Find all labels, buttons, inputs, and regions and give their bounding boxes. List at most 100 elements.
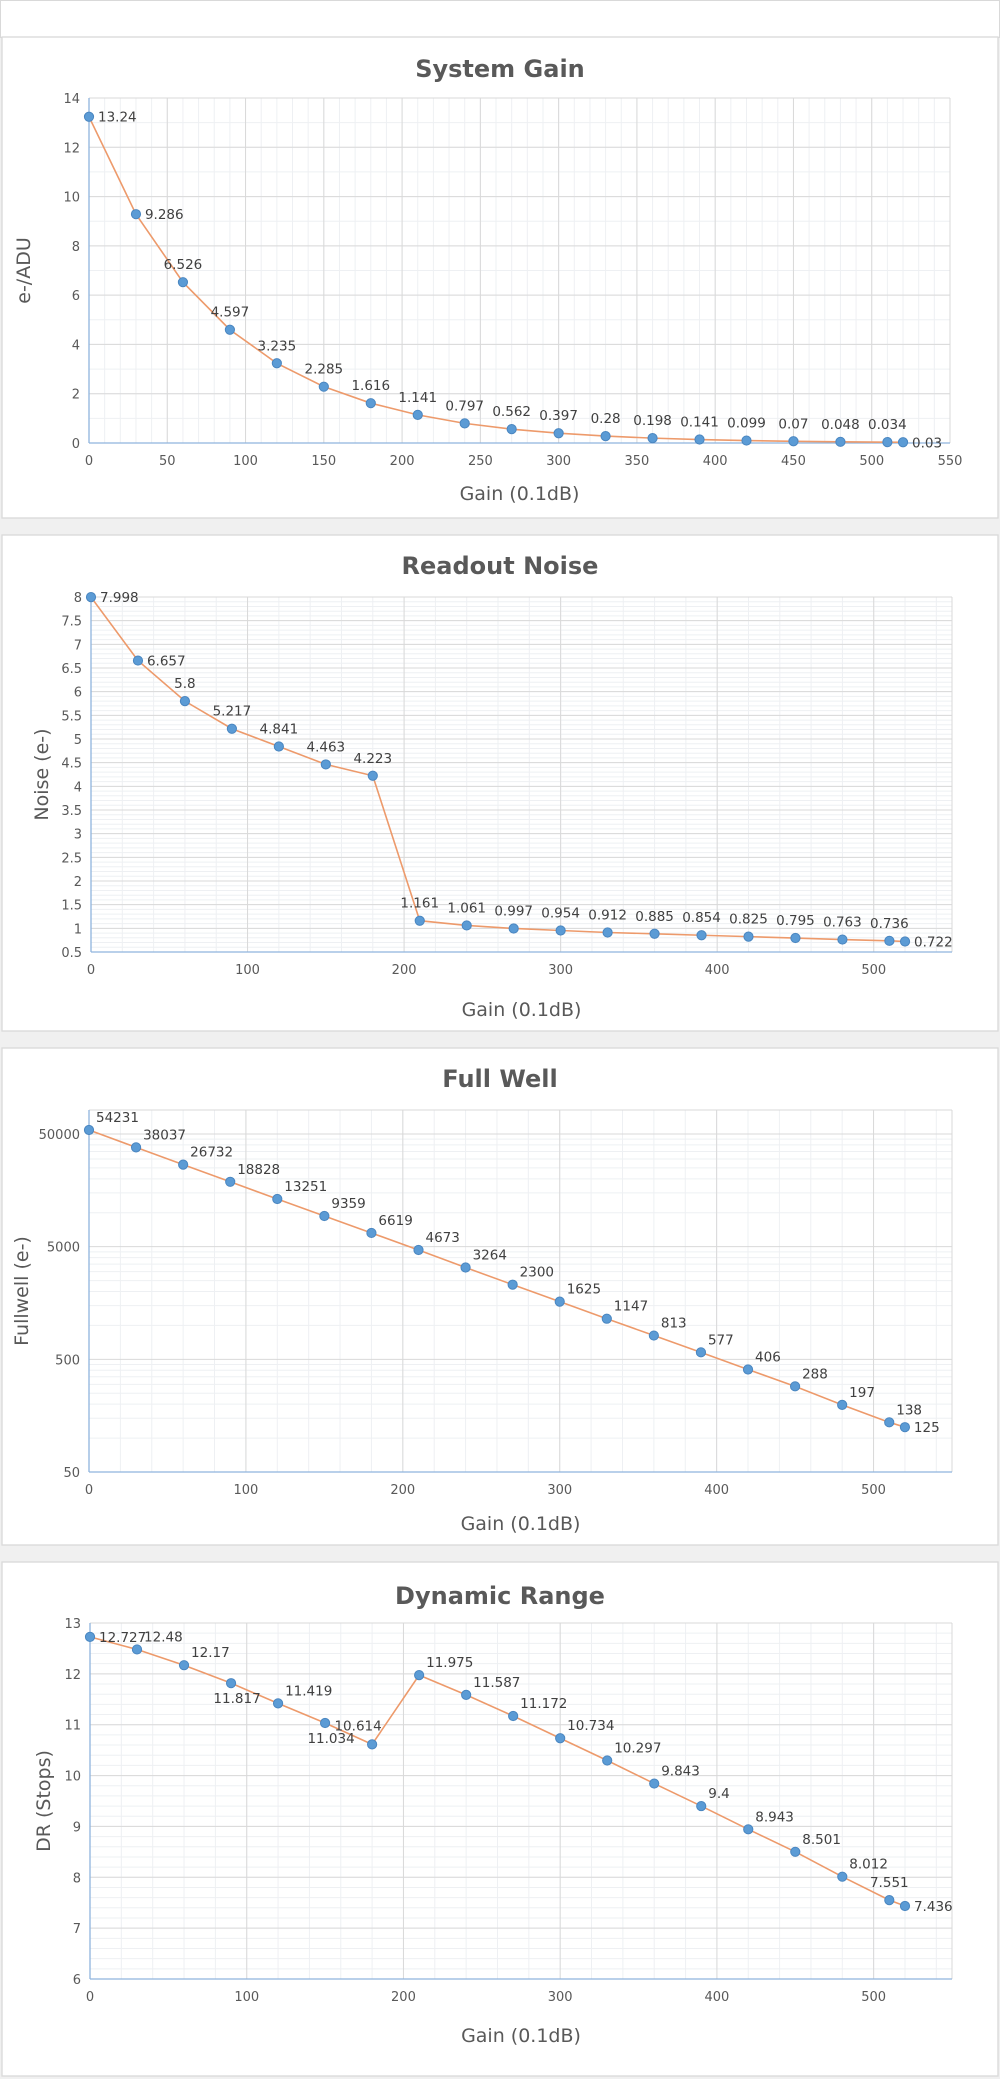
data-label: 5.217 [213,704,252,720]
readout-noise-chart: Readout Noise 0 100 200 300 400 500 0.5 1 1.5 2 2.5… [1,534,999,1032]
data-point [649,928,660,939]
data-point [884,1895,895,1906]
data-label: 4.597 [211,305,250,321]
data-point [788,436,799,447]
y-tick-label: 7 [74,638,82,653]
data-label: 197 [849,1385,875,1401]
data-label: 11.172 [520,1696,567,1712]
data-label: 11.419 [285,1683,332,1699]
y-tick-label: 6 [72,289,80,304]
y-axis-title: Noise (e-) [31,728,53,820]
data-point [882,437,893,448]
data-point [837,1871,848,1882]
data-label: 10.297 [614,1740,661,1756]
y-tick-label: 10 [63,191,80,206]
data-label: 0.07 [778,416,808,432]
data-label: 0.912 [588,907,627,923]
data-label: 7.436 [914,1899,953,1915]
data-point [507,1279,518,1290]
x-tick-label: 300 [547,1483,572,1498]
data-point [899,1422,911,1433]
x-tick-label: 200 [392,963,417,978]
data-point [553,428,564,439]
data-point [130,1142,142,1153]
data-label: 0.03 [912,435,942,451]
data-label: 26732 [190,1145,233,1161]
x-tick-label: 100 [233,1483,258,1498]
x-tick-label: 300 [546,454,571,469]
data-point [319,1717,331,1729]
data-label: 406 [755,1350,781,1366]
data-label: 577 [708,1332,734,1348]
data-point [365,398,376,409]
x-tick-label: 450 [781,454,806,469]
data-point [743,931,754,942]
x-tick-label: 500 [861,963,886,978]
data-point [790,1846,801,1857]
data-point [899,936,911,947]
data-label: 8.501 [802,1832,841,1848]
data-point [131,1644,143,1655]
data-point [225,1678,237,1689]
x-tick-label: 250 [468,454,493,469]
data-point [508,1710,519,1722]
x-tick-label: 100 [233,454,258,469]
data-point [366,1227,377,1239]
data-label: 3264 [473,1248,507,1264]
full-well-chart: Full Well 0 100 200 300 400 500 50 500 5000 50000 G… [1,1047,999,1546]
data-point [461,920,472,931]
data-point [461,1689,472,1700]
data-label: 0.198 [633,413,672,429]
data-label: 5.8 [174,676,195,692]
data-point [177,277,189,288]
data-label: 0.954 [541,906,580,922]
y-tick-label: 500 [55,1353,80,1368]
chart-panel [1,1047,999,1546]
data-label: 2.285 [304,362,343,378]
y-tick-label: 6 [74,686,82,701]
x-tick-label: 100 [235,963,260,978]
data-label: 10.734 [567,1718,614,1734]
data-label: 9.843 [661,1764,700,1780]
chart-panel [1,1561,999,2077]
data-label: 38037 [143,1127,186,1143]
y-tick-label: 5.5 [61,709,82,724]
chart-title: Readout Noise [402,552,599,580]
x-tick-label: 400 [704,1483,729,1498]
data-point [554,1296,565,1307]
chart-panel [1,36,999,519]
data-label: 0.997 [494,903,533,919]
data-label: 4.463 [306,739,345,755]
chart-panel [1,534,999,1032]
data-point [742,1364,754,1375]
y-tick-label: 4 [74,780,82,795]
data-point [897,437,909,448]
y-tick-label: 0 [72,437,80,452]
data-point [130,209,142,220]
data-point [649,1778,660,1789]
data-point [83,1124,95,1136]
y-tick-label: 6.5 [61,662,82,677]
data-label: 138 [896,1402,922,1418]
y-tick-label: 0.5 [61,946,82,961]
y-tick-label: 2.5 [61,851,82,866]
y-tick-label: 13 [64,1617,81,1632]
y-tick-label: 14 [63,92,80,107]
y-tick-label: 5 [74,733,82,748]
x-tick-label: 550 [938,454,963,469]
data-label: 4.841 [260,722,299,738]
data-label: 11.034 [307,1731,354,1747]
data-label: 6.526 [164,257,203,273]
data-label: 9.286 [145,207,184,223]
data-point [414,915,425,926]
x-tick-label: 400 [703,454,728,469]
x-tick-label: 400 [705,963,730,978]
x-tick-label: 500 [861,1483,886,1498]
x-tick-label: 200 [391,1990,416,2005]
data-label: 13251 [284,1179,327,1195]
data-label: 288 [802,1366,828,1382]
data-point [319,1210,330,1222]
data-label: 0.763 [823,915,862,931]
data-point [83,111,95,122]
